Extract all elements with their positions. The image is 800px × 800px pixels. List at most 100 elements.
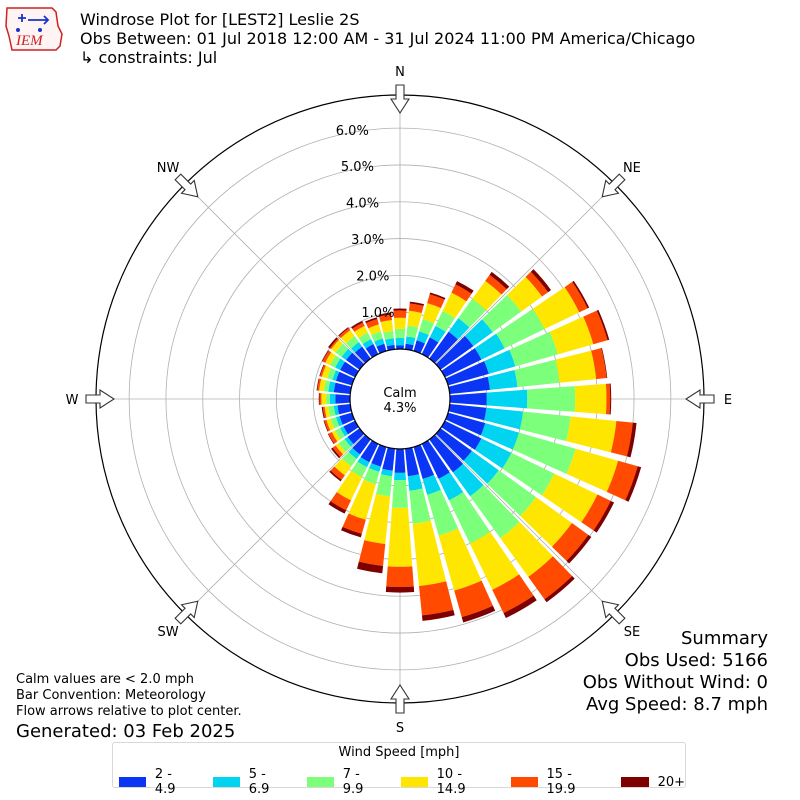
summary-title: Summary: [681, 628, 768, 649]
windrose-bar: [344, 436, 354, 447]
windrose-bar: [435, 428, 472, 461]
windrose-bar: [371, 444, 387, 467]
windrose-bar: [321, 365, 331, 379]
flow-arrow-icon: [389, 84, 411, 115]
windrose-bar: [445, 412, 486, 436]
windrose-bar: [330, 466, 345, 480]
windrose-bar: [441, 420, 482, 450]
windrose-bar: [383, 330, 394, 340]
windrose-bar: [408, 303, 424, 314]
direction-label: NW: [157, 161, 180, 176]
legend-swatch: [212, 777, 240, 787]
radial-tick-label: 1.0%: [361, 306, 394, 321]
windrose-bar: [352, 322, 365, 332]
windrose-bar: [330, 355, 341, 368]
windrose-bar: [512, 432, 576, 474]
windrose-bar: [336, 470, 363, 501]
windrose-bar: [605, 383, 611, 415]
windrose-bar: [449, 392, 487, 406]
legend-label: 20+: [657, 774, 685, 790]
windrose-bar: [609, 383, 612, 415]
windrose-bar: [341, 526, 362, 538]
windrose-bar: [321, 406, 325, 419]
windrose-bar: [333, 382, 352, 394]
windrose-bar: [327, 367, 336, 380]
windrose-bar: [335, 358, 345, 371]
chart-constraints: ↳ constraints: Jul: [80, 48, 218, 67]
windrose-bar: [393, 310, 407, 318]
windrose-bar: [486, 389, 528, 409]
windrose-bar: [474, 438, 512, 469]
windrose-bar: [435, 335, 474, 370]
windrose-bar: [354, 346, 371, 364]
windrose-bar: [625, 466, 642, 502]
chart-title: Windrose Plot for [LEST2] Leslie 2S: [80, 10, 360, 29]
windrose-bar: [484, 407, 523, 430]
summary-avg-speed: Avg Speed: 8.7 mph: [586, 694, 768, 715]
windrose-bar: [331, 339, 344, 353]
windrose-bar: [365, 319, 379, 329]
windrose-bar: [405, 336, 416, 346]
windrose-bar: [458, 298, 487, 328]
windrose-bar: [463, 450, 499, 484]
windrose-bar: [419, 319, 435, 335]
windrose-bar: [380, 468, 393, 477]
windrose-bar: [328, 405, 336, 417]
windrose-bar: [419, 581, 454, 616]
direction-label: SW: [158, 625, 179, 640]
windrose-bar: [610, 420, 633, 457]
windrose-bar: [351, 320, 364, 329]
legend-label: 10 - 14.9: [436, 767, 466, 797]
windrose-bar: [427, 489, 459, 536]
windrose-bar: [385, 338, 395, 347]
windrose-bar: [320, 364, 326, 377]
windrose-bar: [351, 342, 363, 353]
direction-label: N: [395, 65, 405, 80]
chart-subtitle: Obs Between: 01 Jul 2018 12:00 AM - 31 J…: [80, 29, 696, 48]
radial-tick-label: 6.0%: [336, 124, 369, 139]
legend-swatch: [400, 777, 428, 787]
windrose-bar: [332, 370, 340, 381]
windrose-bar: [322, 350, 332, 363]
grid-spoke: [435, 434, 616, 615]
windrose-bar: [346, 352, 365, 370]
windrose-bar: [438, 472, 464, 501]
radial-tick-label: 4.0%: [346, 197, 379, 212]
windrose-bar: [357, 457, 370, 468]
windrose-bar: [394, 328, 406, 339]
windrose-bar: [368, 463, 381, 472]
legend-label: 2 - 4.9: [154, 767, 176, 797]
windrose-bar: [341, 348, 353, 361]
windrose-bar: [549, 316, 594, 355]
windrose-bar: [480, 423, 519, 450]
windrose-bar: [316, 378, 320, 391]
windrose-bar: [520, 497, 572, 547]
windrose-bar: [445, 361, 489, 386]
windrose-bar: [335, 416, 343, 427]
windrose-bar: [319, 393, 322, 405]
windrose-bar: [544, 576, 575, 603]
note-convention: Bar Convention: Meteorology: [16, 688, 206, 703]
windrose-bar: [455, 281, 474, 294]
windrose-bar: [321, 393, 327, 405]
legend-item: 15 - 19.9: [510, 767, 603, 797]
windrose-bar: [500, 521, 553, 577]
calm-circle: [349, 348, 451, 450]
windrose-bar: [376, 343, 387, 354]
windrose-bar: [464, 319, 493, 347]
calm-label: Calm: [383, 386, 416, 401]
windrose-bar: [387, 507, 413, 567]
windrose-bar: [421, 609, 455, 621]
windrose-bar: [326, 418, 335, 431]
windrose-bar: [469, 531, 520, 590]
legend-label: 5 - 6.9: [248, 767, 270, 797]
windrose-bar: [489, 271, 510, 290]
windrose-bar: [360, 440, 379, 463]
windrose-bar: [566, 448, 619, 492]
windrose-bar: [340, 361, 359, 378]
windrose-bar: [393, 308, 407, 311]
direction-label: S: [396, 721, 404, 736]
windrose-bar: [386, 566, 414, 588]
flow-arrow-icon: [601, 600, 626, 625]
